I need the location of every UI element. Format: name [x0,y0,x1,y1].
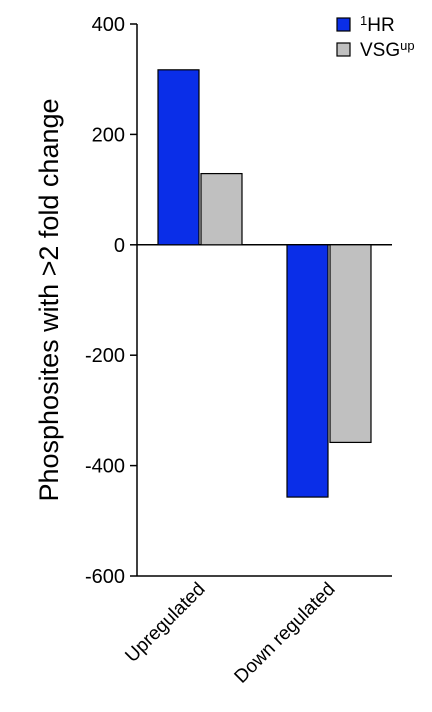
y-tick-label: -200 [85,345,125,367]
category-label: Upregulated [121,579,209,667]
y-tick-label: 400 [92,14,125,36]
bar-vsg-1 [329,244,372,444]
y-tick-label: -400 [85,456,125,478]
category-label: Down regulated [231,579,340,688]
bar-hr-0 [157,69,200,246]
y-tick-label: 0 [114,235,125,257]
legend-label: VSGup [360,38,415,61]
legend-label: 1HR [360,13,395,36]
legend-swatch [336,17,351,32]
y-tick-label: 200 [92,124,125,146]
y-axis-ticks: -600 -400 -200 0 200 400 [85,14,137,588]
bar-vsg-0 [200,172,243,246]
bar-hr-1 [286,244,329,498]
y-tick-label: -600 [85,566,125,588]
y-axis-label: Phosphosites with >2 fold change [34,98,64,501]
legend-swatch [336,42,351,57]
x-axis-categories: Upregulated Down regulated [121,579,339,688]
bars [157,69,372,498]
